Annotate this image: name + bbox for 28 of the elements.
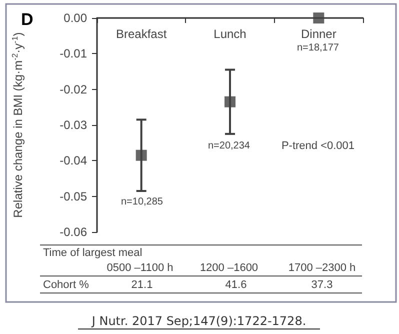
x-tick-label: Breakfast	[116, 27, 168, 41]
text: 1700 –2300 h	[288, 262, 356, 274]
y-tick-label: -0.06	[60, 225, 88, 239]
y-tick-label: -0.05	[60, 189, 88, 204]
annotation: n=10,285	[121, 196, 164, 208]
point	[224, 96, 236, 108]
point	[136, 150, 147, 161]
annotation: P-trend <0.001	[281, 140, 355, 152]
annotation: n=18,177	[297, 42, 340, 54]
y-axis-title: Relative change in BMI (kg·m-2·y-1)	[10, 32, 25, 218]
y-tick-label: -0.01	[60, 46, 88, 61]
y-tick-label: 0.00	[64, 11, 88, 25]
text: 37.3	[311, 279, 333, 291]
text: 0500 –1100 h	[106, 262, 174, 274]
point	[313, 12, 324, 24]
text: Cohort %	[43, 279, 90, 291]
y-tick-label: -0.03	[60, 118, 88, 132]
x-tick-label: Dinner	[300, 27, 336, 41]
y-tick-label: -0.02	[60, 82, 88, 96]
text: J Nutr. 2017 Sep;147(9):1722-1728.	[90, 314, 306, 328]
text: Time of largest meal	[43, 247, 142, 259]
text: 21.1	[131, 279, 153, 291]
text: 41.6	[225, 279, 247, 291]
x-tick-label: Lunch	[214, 27, 246, 41]
text: 1200 –1600	[200, 262, 258, 274]
y-tick-label: -0.04	[60, 154, 88, 168]
chart-title: D	[21, 10, 34, 29]
annotation: n=20,234	[208, 140, 250, 152]
